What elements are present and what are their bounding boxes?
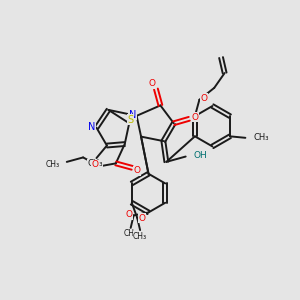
Text: CH₃: CH₃	[254, 133, 269, 142]
Text: O: O	[148, 79, 156, 88]
Text: O: O	[138, 214, 146, 223]
Text: N: N	[88, 122, 96, 132]
Text: O: O	[191, 113, 198, 122]
Text: S: S	[128, 115, 134, 125]
Text: CH₃: CH₃	[46, 160, 60, 169]
Text: CH₃: CH₃	[124, 229, 138, 238]
Text: O: O	[201, 94, 208, 103]
Text: OH: OH	[194, 151, 208, 160]
Text: CH₃: CH₃	[133, 232, 147, 241]
Text: O: O	[125, 210, 132, 219]
Text: O: O	[91, 160, 98, 169]
Text: CH₃: CH₃	[87, 160, 103, 169]
Text: O: O	[134, 166, 140, 175]
Text: N: N	[129, 110, 136, 120]
